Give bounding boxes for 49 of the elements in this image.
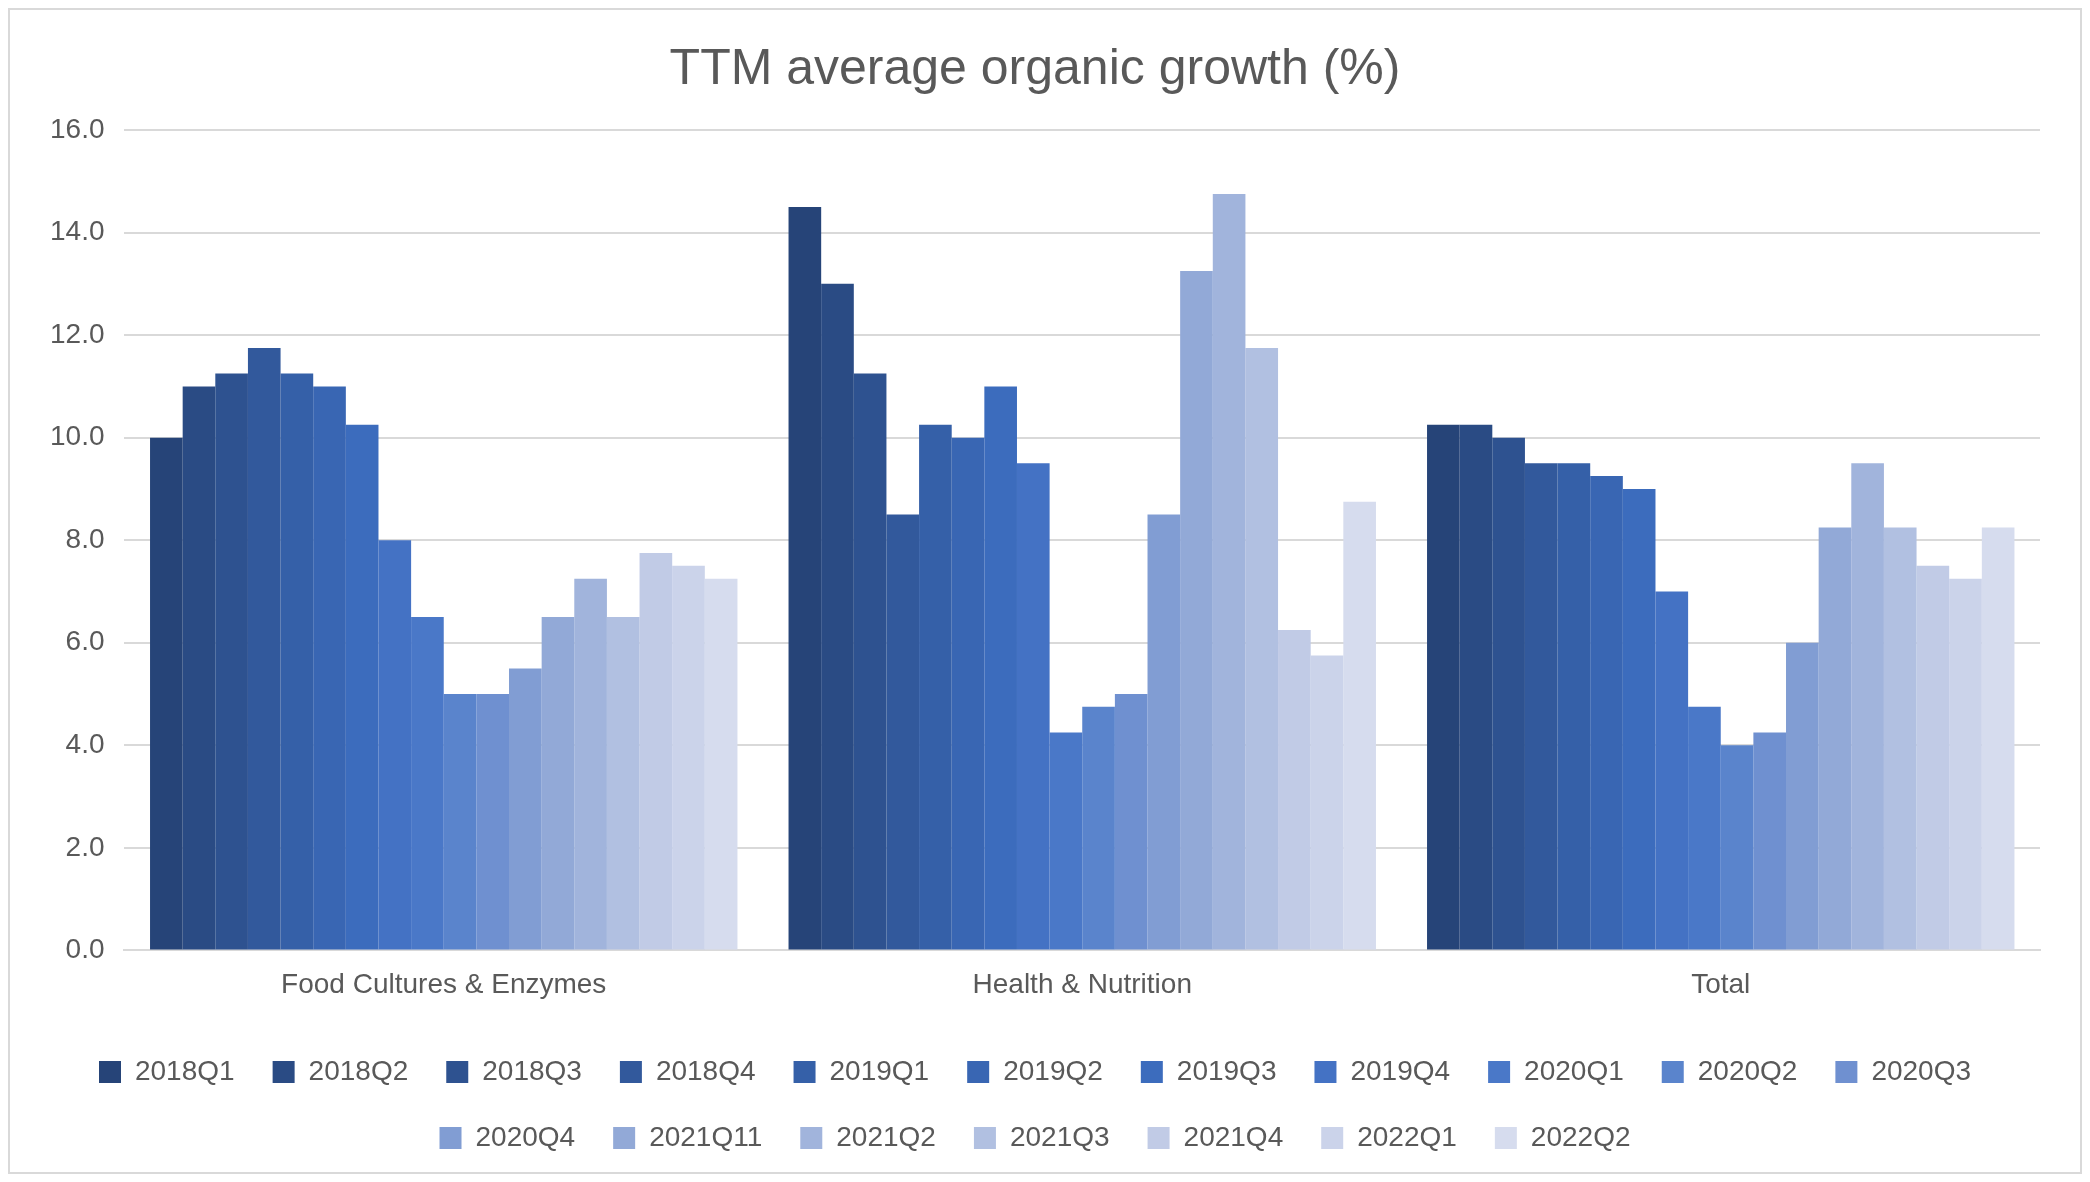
y-tick-label: 14.0 bbox=[50, 215, 105, 247]
bar bbox=[1082, 706, 1115, 950]
bar bbox=[1720, 745, 1754, 950]
bar bbox=[1114, 694, 1148, 950]
legend-label: 2019Q2 bbox=[1003, 1054, 1103, 1086]
legend-label: 2019Q3 bbox=[1176, 1054, 1277, 1086]
bar bbox=[1147, 514, 1181, 950]
y-tick-label: 16.0 bbox=[50, 112, 105, 144]
bar bbox=[1818, 527, 1852, 950]
legend-label: 2020Q4 bbox=[475, 1120, 576, 1152]
chart-title: TTM average organic growth (%) bbox=[669, 38, 1401, 95]
legend-label: 2018Q1 bbox=[134, 1054, 235, 1086]
bar bbox=[574, 578, 607, 950]
y-tick-label: 12.0 bbox=[50, 317, 105, 349]
legend-label: 2021Q2 bbox=[836, 1120, 936, 1152]
bar bbox=[1245, 347, 1279, 950]
legend-label: 2020Q1 bbox=[1524, 1054, 1624, 1086]
legend-label: 2018Q2 bbox=[308, 1054, 409, 1086]
legend-label: 2022Q1 bbox=[1357, 1120, 1457, 1152]
x-tick-label: Total bbox=[1691, 967, 1751, 999]
legend-label: 2021Q4 bbox=[1183, 1120, 1284, 1152]
legend-label: 2021Q3 bbox=[1009, 1120, 1110, 1152]
bar bbox=[1212, 194, 1246, 950]
y-tick-label: 8.0 bbox=[65, 522, 105, 554]
bar bbox=[1786, 642, 1819, 950]
bar bbox=[1883, 527, 1917, 950]
x-tick-label: Food Cultures & Enzymes bbox=[281, 967, 607, 999]
bar bbox=[1851, 463, 1884, 950]
legend-label: 2019Q1 bbox=[829, 1054, 930, 1086]
bar bbox=[1753, 732, 1787, 950]
bar bbox=[476, 694, 510, 950]
legend-label: 2018Q3 bbox=[482, 1054, 582, 1086]
y-tick-label: 10.0 bbox=[50, 420, 105, 452]
bar bbox=[509, 668, 542, 950]
bar bbox=[606, 617, 640, 950]
legend-label: 2018Q4 bbox=[655, 1054, 756, 1086]
legend-label: 2020Q3 bbox=[1871, 1054, 1972, 1086]
y-tick-label: 0.0 bbox=[65, 933, 105, 965]
y-tick-label: 2.0 bbox=[65, 830, 105, 862]
bar bbox=[1180, 271, 1213, 950]
bar bbox=[541, 617, 575, 950]
y-tick-label: 6.0 bbox=[65, 625, 105, 657]
legend-label: 2021Q11 bbox=[649, 1120, 763, 1152]
bar bbox=[443, 694, 477, 950]
x-tick-label: Health & Nutrition bbox=[972, 967, 1192, 999]
legend-label: 2020Q2 bbox=[1697, 1054, 1798, 1086]
legend-label: 2019Q4 bbox=[1350, 1054, 1451, 1086]
y-tick-label: 4.0 bbox=[65, 728, 105, 760]
legend-label: 2022Q2 bbox=[1530, 1120, 1631, 1152]
